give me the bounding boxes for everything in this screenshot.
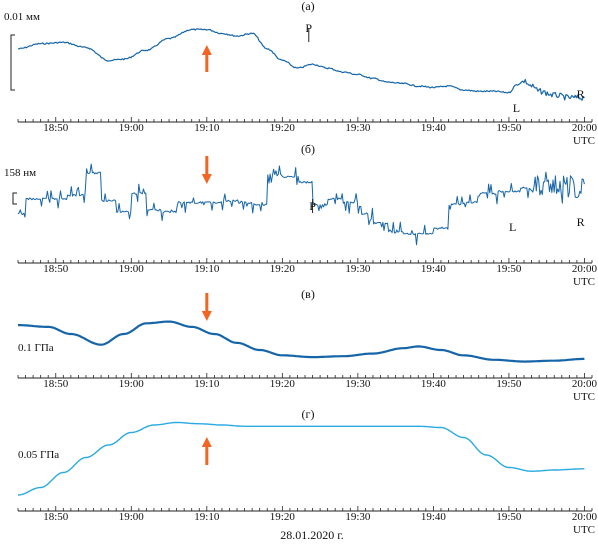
x-tick-label: 19:20	[270, 378, 296, 390]
x-tick-label: 19:30	[345, 122, 371, 134]
x-tick-label: 19:10	[194, 122, 220, 134]
arrow-head	[201, 174, 212, 184]
x-tick-label: 19:20	[270, 511, 296, 523]
x-tick-label: 19:30	[345, 263, 371, 275]
x-tick-label: 19:20	[270, 122, 296, 134]
scale-bracket	[12, 192, 17, 205]
panel-label: (б)	[301, 142, 315, 156]
x-tick-label: 18:50	[43, 378, 69, 390]
series-line	[17, 421, 585, 496]
panels: (а) 0.01 мм 18:50 19:00 19:10 19:20 19:30 19:40…	[4, 0, 597, 536]
x-tick-label: 19:30	[345, 511, 371, 523]
marker-label-p: P	[305, 21, 312, 35]
arrow-down-icon	[201, 293, 212, 321]
x-tick-label: 19:00	[119, 378, 145, 390]
marker-label-l: L	[513, 101, 520, 115]
arrow-head	[201, 45, 212, 55]
arrow-head	[201, 437, 212, 447]
series-line	[17, 163, 585, 246]
x-tick-label: 19:40	[421, 122, 447, 134]
x-tick-label: 20:00	[572, 263, 598, 275]
scale-label: 0.01 мм	[4, 11, 40, 23]
panel-3: (в) 0.1 ГПа 18:50 19:00 19:10 19:20 19:30 19:40…	[17, 287, 598, 403]
x-unit-label: UTC	[573, 524, 595, 536]
scale-bracket	[10, 34, 15, 91]
x-unit-label: UTC	[573, 391, 595, 403]
marker-label-p: P	[309, 199, 316, 213]
arrow-head	[201, 311, 212, 321]
x-tick-label: 18:50	[43, 263, 69, 275]
x-tick-label: 20:00	[572, 378, 598, 390]
arrow-up-icon	[201, 437, 212, 465]
scale-label: 0.1 ГПа	[18, 342, 54, 354]
x-tick-label: 19:10	[194, 511, 220, 523]
arrow-up-icon	[201, 45, 212, 72]
x-tick-label: 19:40	[421, 378, 447, 390]
panel-label: (г)	[302, 407, 315, 421]
x-unit-label: UTC	[573, 135, 595, 147]
scale-label: 0.05 ГПа	[18, 449, 59, 461]
x-tick-label: 19:50	[496, 263, 522, 275]
x-tick-label: 19:00	[119, 511, 145, 523]
x-tick-label: 20:00	[572, 511, 598, 523]
x-tick-label: 20:00	[572, 122, 598, 134]
marker-label-r: R	[577, 215, 585, 229]
x-tick-label: 19:10	[194, 378, 220, 390]
x-tick-label: 19:10	[194, 263, 220, 275]
panel-label: (в)	[301, 287, 315, 301]
x-tick-label: 18:50	[43, 511, 69, 523]
x-tick-label: 19:50	[496, 122, 522, 134]
marker-label-r: R	[577, 87, 585, 101]
panel-2: (б) 158 нм 18:50 19:00 19:10 19:20 19:30 19:40 1…	[4, 142, 597, 288]
series-line	[18, 320, 585, 363]
x-tick-label: 19:00	[119, 263, 145, 275]
x-tick-label: 19:40	[421, 263, 447, 275]
x-tick-label: 19:50	[496, 378, 522, 390]
x-tick-label: 18:50	[43, 122, 69, 134]
panel-1: (а) 0.01 мм 18:50 19:00 19:10 19:20 19:30 19:40…	[4, 0, 597, 147]
panel-4: (г) 0.05 ГПа 18:50 19:00 19:10 19:20 19:30 19:4…	[17, 407, 598, 536]
date-label: 28.01.2020 г.	[280, 528, 344, 542]
series-line	[17, 28, 585, 101]
panel-label: (а)	[301, 0, 314, 13]
marker-label-l: L	[509, 220, 516, 234]
scale-label: 158 нм	[4, 167, 36, 179]
x-unit-label: UTC	[573, 276, 595, 288]
arrow-down-icon	[201, 156, 212, 184]
x-tick-label: 19:20	[270, 263, 296, 275]
x-tick-label: 19:30	[345, 378, 371, 390]
x-tick-label: 19:00	[119, 122, 145, 134]
x-tick-label: 19:40	[421, 511, 447, 523]
x-tick-label: 19:50	[496, 511, 522, 523]
